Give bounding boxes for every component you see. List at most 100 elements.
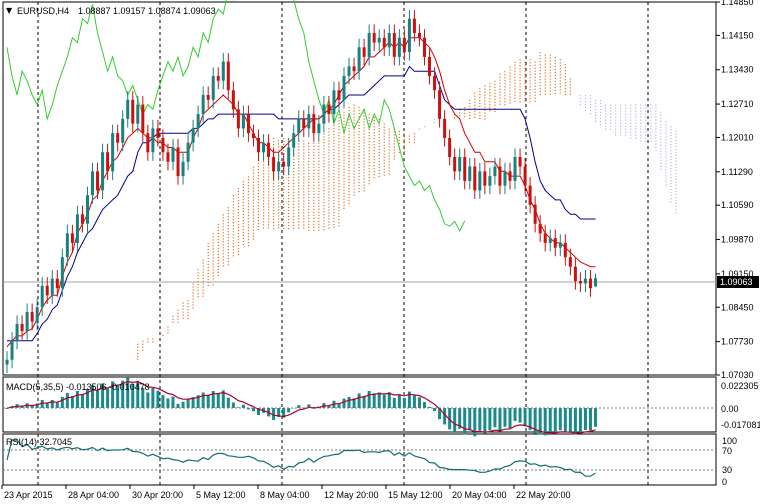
candle-body <box>70 233 74 243</box>
candle-body <box>171 147 175 162</box>
macd-bar <box>327 405 331 408</box>
macd-panel-frame <box>2 376 717 433</box>
time-tick-label: 23 Apr 2015 <box>4 490 53 500</box>
candle-body <box>518 157 522 167</box>
macd-bar <box>533 408 537 434</box>
candlesticks <box>5 10 598 374</box>
candle-body <box>186 142 190 162</box>
candle-body <box>362 47 366 57</box>
candle-body <box>402 37 406 53</box>
candle-body <box>382 37 386 48</box>
candle-body <box>206 95 210 100</box>
macd-bar <box>337 403 341 408</box>
macd-bar <box>503 408 507 427</box>
candle-body <box>387 33 391 48</box>
price-tick-label: 1.10590 <box>721 200 754 210</box>
macd-bar <box>91 385 95 408</box>
macd-bar <box>483 408 487 434</box>
main-panel-frame <box>2 1 717 376</box>
candle-body <box>161 137 165 153</box>
macd-bar <box>40 400 44 408</box>
candle-body <box>241 114 245 129</box>
macd-bar <box>176 403 180 408</box>
candle-body <box>176 147 180 177</box>
candle-body <box>302 118 306 129</box>
macd-bar <box>543 408 547 436</box>
candle-body <box>116 133 120 143</box>
chart-menu-triangle[interactable]: ▼ <box>6 6 13 15</box>
candle-body <box>55 278 59 289</box>
macd-bar <box>231 402 235 408</box>
price-tick-label: 1.07030 <box>721 370 754 380</box>
candle-body <box>20 323 24 332</box>
price-tick-label: 1.14150 <box>721 30 754 40</box>
candle-body <box>528 185 532 205</box>
candle-body <box>80 214 84 224</box>
candle-body <box>468 166 472 181</box>
candle-body <box>156 128 160 138</box>
macd-bar <box>382 394 386 408</box>
price-tick-label: 1.09870 <box>721 235 754 245</box>
time-tick-label: 8 May 04:00 <box>260 490 310 500</box>
price-tick-label: 1.09150 <box>721 269 754 279</box>
candle-body <box>141 104 145 134</box>
candle-body <box>267 142 271 158</box>
macd-bar <box>146 392 150 408</box>
candle-body <box>181 161 185 177</box>
time-tick-label: 20 May 04:00 <box>452 490 507 500</box>
price-tick-label: 1.14850 <box>721 0 754 7</box>
macd-bar <box>206 394 210 408</box>
candle-body <box>478 171 482 191</box>
macd-bar <box>106 388 110 408</box>
candle-body <box>60 257 64 289</box>
candle-body <box>216 75 220 81</box>
candle-body <box>35 307 39 322</box>
macd-bar <box>111 381 115 408</box>
macd-bar <box>417 397 421 408</box>
macd-bar <box>297 405 301 408</box>
macd-bar <box>287 408 291 413</box>
candle-body <box>126 99 130 119</box>
candle-body <box>367 33 371 57</box>
macd-bar <box>166 398 170 408</box>
candle-body <box>85 195 89 224</box>
macd-bar <box>558 408 562 431</box>
macd-tick-label: 0.022305 <box>721 381 759 391</box>
candle-body <box>65 233 69 258</box>
time-axis: 23 Apr 2015 28 Apr 04:00 30 Apr 20:00 5 May… <box>1 485 571 500</box>
macd-bar <box>538 408 542 435</box>
macd-bar <box>508 408 512 429</box>
macd-bar <box>438 408 442 420</box>
candle-body <box>543 233 547 243</box>
candle-body <box>332 90 336 115</box>
macd-bar <box>216 393 220 408</box>
candle-body <box>226 61 230 91</box>
candle-body <box>10 340 14 360</box>
rsi-tick-label: 30 <box>722 465 732 475</box>
macd-bar <box>151 387 155 408</box>
price-tick-label: 1.11290 <box>721 167 753 177</box>
macd-bar <box>412 395 416 408</box>
candle-body <box>151 128 155 153</box>
macd-bar <box>352 398 356 408</box>
chikou-span-line <box>6 0 466 233</box>
candle-body <box>392 33 396 57</box>
macd-bar <box>563 408 567 433</box>
candle-body <box>352 66 356 72</box>
price-tick-label: 1.12710 <box>721 99 754 109</box>
macd-bar <box>407 391 411 408</box>
candle-body <box>96 171 100 191</box>
price-tick-label: 1.08450 <box>721 302 754 312</box>
macd-bar <box>443 408 447 425</box>
macd-bar <box>568 408 572 433</box>
macd-bar <box>35 403 39 408</box>
macd-bar <box>211 391 215 408</box>
candle-body <box>307 114 311 129</box>
candle-body <box>282 161 286 167</box>
rsi-tick-label: 100 <box>722 436 737 446</box>
macd-bar <box>131 383 135 408</box>
candle-body <box>417 33 421 38</box>
candle-body <box>553 238 557 248</box>
